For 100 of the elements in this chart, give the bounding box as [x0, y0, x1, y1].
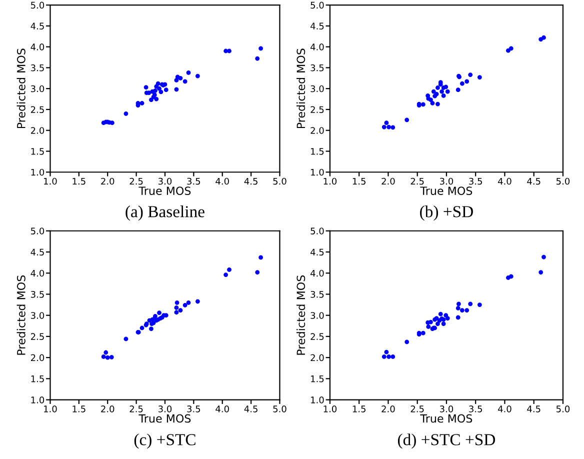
- point: [255, 56, 260, 61]
- y-tick-label: 1.5: [31, 148, 44, 155]
- point: [174, 310, 179, 315]
- point: [456, 302, 461, 306]
- x-tick-label: 4.5: [527, 178, 540, 185]
- point: [174, 306, 179, 310]
- y-axis-title: Predicted MOS: [16, 275, 26, 355]
- point: [104, 350, 108, 355]
- x-axis-title: True MOS: [138, 186, 191, 196]
- x-tick-label: 2.0: [101, 178, 114, 185]
- y-tick-label: 2.5: [30, 106, 44, 114]
- y-axis-title: Predicted MOS: [296, 275, 306, 355]
- x-tick-label: 3.0: [440, 178, 454, 185]
- y-tick-label: 1.0: [31, 396, 44, 404]
- y-tick-label: 5.0: [310, 2, 324, 9]
- point: [428, 98, 433, 102]
- point: [390, 354, 396, 359]
- y-tick-label: 2.0: [310, 127, 324, 134]
- x-tick-label: 1.0: [324, 178, 337, 185]
- y-tick-label: 2.5: [310, 333, 324, 340]
- point: [538, 270, 544, 274]
- y-tick-label: 3.5: [31, 290, 44, 298]
- x-tick-label: 4.5: [244, 178, 258, 185]
- point: [140, 326, 144, 330]
- y-tick-label: 1.5: [311, 148, 324, 155]
- point: [431, 89, 436, 94]
- point: [109, 354, 114, 360]
- x-tick-label: 4.0: [498, 178, 512, 185]
- point: [164, 88, 168, 92]
- point: [460, 81, 464, 86]
- x-tick-label: 3.5: [187, 406, 200, 412]
- x-tick-label: 3.0: [158, 406, 172, 412]
- point: [153, 88, 158, 93]
- point: [445, 316, 450, 320]
- x-tick-label: 2.5: [410, 406, 424, 412]
- x-tick-label: 5.0: [556, 178, 570, 185]
- x-tick-label: 3.0: [440, 406, 454, 412]
- point: [390, 125, 396, 130]
- x-tick-label: 2.5: [130, 178, 143, 185]
- point: [441, 322, 446, 326]
- y-tick-label: 4.0: [310, 270, 324, 277]
- point: [157, 86, 162, 91]
- x-tick-label: 3.5: [469, 406, 482, 412]
- x-tick-label: 2.0: [101, 406, 114, 412]
- point: [464, 79, 470, 84]
- text: (b) +SD: [420, 206, 473, 221]
- y-tick-label: 2.0: [310, 354, 324, 362]
- point: [477, 75, 482, 80]
- x-tick-label: 4.5: [527, 406, 540, 412]
- point: [420, 330, 426, 336]
- point: [477, 302, 482, 307]
- point: [506, 48, 510, 53]
- point: [124, 111, 128, 116]
- point: [195, 74, 200, 78]
- point: [124, 336, 128, 342]
- y-tick-label: 1.5: [31, 376, 44, 382]
- point: [382, 354, 386, 359]
- point: [468, 302, 473, 306]
- x-tick-label: 1.5: [352, 406, 366, 412]
- y-tick-label: 5.0: [310, 228, 324, 234]
- point: [149, 326, 154, 332]
- point: [444, 84, 448, 90]
- x-tick-label: 1.0: [324, 406, 337, 412]
- y-tick-label: 4.5: [30, 248, 44, 256]
- y-tick-label: 2.0: [30, 127, 44, 134]
- point: [440, 89, 444, 94]
- x-tick-label: 1.5: [72, 406, 86, 412]
- y-tick-label: 1.0: [311, 168, 324, 176]
- point: [178, 308, 183, 312]
- point: [436, 322, 440, 326]
- x-tick-label: 4.0: [216, 406, 229, 412]
- x-tick-label: 2.0: [382, 178, 395, 185]
- point: [428, 320, 433, 324]
- point: [178, 76, 183, 80]
- point: [174, 300, 180, 305]
- point: [468, 72, 473, 77]
- point: [227, 48, 232, 54]
- x-tick-label: 5.0: [556, 406, 570, 412]
- x-tick-label: 3.5: [187, 178, 200, 185]
- x-tick-label: 4.0: [216, 178, 229, 185]
- x-tick-label: 5.0: [273, 406, 286, 412]
- y-tick-label: 5.0: [31, 228, 44, 234]
- y-tick-label: 3.0: [31, 312, 44, 319]
- x-tick-label: 4.5: [244, 406, 258, 412]
- y-tick-label: 4.5: [310, 22, 324, 30]
- y-tick-label: 1.0: [311, 396, 324, 404]
- point: [436, 102, 440, 106]
- point: [384, 350, 389, 354]
- text: (c) +STC: [134, 434, 196, 449]
- y-tick-label: 2.5: [30, 333, 44, 340]
- x-tick-label: 2.0: [382, 406, 395, 412]
- point: [182, 79, 188, 84]
- x-tick-label: 2.5: [130, 406, 143, 412]
- y-axis-title: Predicted MOS: [16, 48, 26, 128]
- point: [149, 98, 154, 102]
- x-axis-title: True MOS: [420, 414, 472, 423]
- y-tick-label: 4.5: [310, 248, 324, 256]
- point: [227, 268, 232, 272]
- y-tick-label: 3.0: [310, 312, 324, 319]
- point: [542, 35, 546, 40]
